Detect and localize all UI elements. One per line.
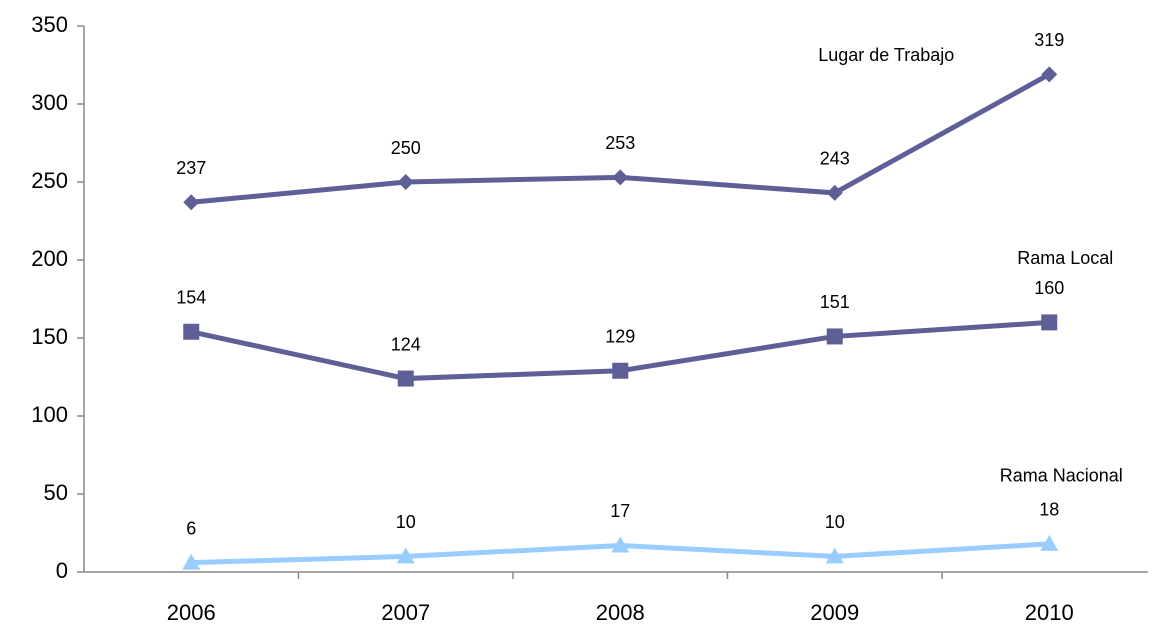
marker (183, 194, 200, 211)
x-tick-label: 2007 (381, 600, 430, 625)
data-label: 129 (605, 327, 635, 347)
marker (397, 174, 414, 190)
x-tick-label: 2009 (810, 600, 859, 625)
data-label: 160 (1034, 278, 1064, 298)
marker (612, 362, 629, 379)
marker (1040, 534, 1059, 551)
data-label: 10 (825, 512, 845, 532)
series-label: Rama Local (1017, 248, 1113, 268)
marker (825, 547, 844, 564)
x-tick-label: 2010 (1025, 600, 1074, 625)
data-label: 154 (176, 288, 206, 308)
marker (612, 169, 629, 186)
marker (396, 547, 415, 564)
series-label: Rama Nacional (1000, 466, 1123, 486)
data-label: 17 (610, 501, 630, 521)
marker (826, 328, 843, 345)
y-tick-label: 50 (44, 480, 68, 505)
marker (611, 536, 630, 553)
data-label: 10 (396, 512, 416, 532)
data-label: 18 (1039, 500, 1059, 520)
marker (182, 553, 201, 570)
data-label: 151 (820, 292, 850, 312)
y-tick-label: 300 (31, 90, 68, 115)
data-label: 124 (391, 334, 421, 354)
data-label: 243 (820, 149, 850, 169)
data-label: 6 (186, 518, 196, 538)
data-label: 253 (605, 133, 635, 153)
data-label: 237 (176, 158, 206, 178)
y-tick-label: 250 (31, 168, 68, 193)
data-label: 319 (1034, 30, 1064, 50)
y-tick-label: 350 (31, 12, 68, 37)
marker (1041, 314, 1058, 331)
marker (826, 184, 843, 201)
y-tick-label: 0 (56, 558, 68, 583)
marker (1041, 66, 1058, 83)
data-label: 250 (391, 138, 421, 158)
marker (183, 323, 200, 340)
y-tick-label: 100 (31, 402, 68, 427)
x-tick-label: 2008 (596, 600, 645, 625)
marker (397, 370, 414, 387)
y-tick-label: 200 (31, 246, 68, 271)
x-tick-label: 2006 (167, 600, 216, 625)
series-label: Lugar de Trabajo (818, 45, 954, 65)
y-tick-label: 150 (31, 324, 68, 349)
